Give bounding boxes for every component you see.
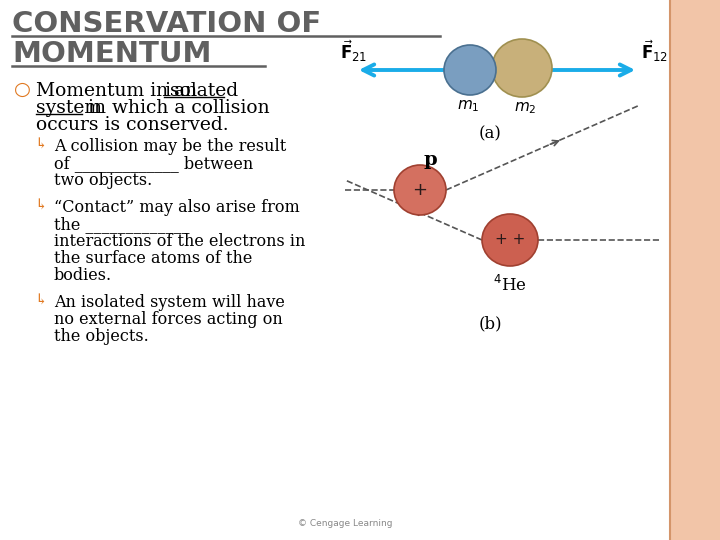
Text: $m_1$: $m_1$ xyxy=(456,98,480,114)
Text: MOMENTUM: MOMENTUM xyxy=(12,40,212,68)
Ellipse shape xyxy=(394,165,446,215)
Text: $\vec{\mathbf{F}}_{12}$: $\vec{\mathbf{F}}_{12}$ xyxy=(641,38,668,64)
Text: $m_2$: $m_2$ xyxy=(514,100,536,116)
Text: p: p xyxy=(423,151,437,169)
Text: no external forces acting on: no external forces acting on xyxy=(54,311,283,328)
Text: the _____________: the _____________ xyxy=(54,216,189,233)
Text: system: system xyxy=(36,99,102,117)
Text: ○: ○ xyxy=(14,80,31,99)
Text: two objects.: two objects. xyxy=(54,172,152,189)
Ellipse shape xyxy=(492,39,552,97)
Text: of _____________ between: of _____________ between xyxy=(54,155,253,172)
Text: ↳: ↳ xyxy=(34,138,47,152)
Text: + +: + + xyxy=(495,233,525,247)
Bar xyxy=(670,0,720,540)
Text: (a): (a) xyxy=(479,125,501,142)
Text: in which a collision: in which a collision xyxy=(82,99,269,117)
Text: Momentum in an: Momentum in an xyxy=(36,82,203,100)
Text: (b): (b) xyxy=(478,315,502,332)
Text: © Cengage Learning: © Cengage Learning xyxy=(298,519,392,528)
Text: occurs is conserved.: occurs is conserved. xyxy=(36,116,229,134)
Text: $\vec{\mathbf{F}}_{21}$: $\vec{\mathbf{F}}_{21}$ xyxy=(340,38,367,64)
Text: the surface atoms of the: the surface atoms of the xyxy=(54,250,253,267)
Ellipse shape xyxy=(482,214,538,266)
Text: $^4$He: $^4$He xyxy=(493,275,527,295)
Text: ↳: ↳ xyxy=(34,199,47,213)
Text: bodies.: bodies. xyxy=(54,267,112,284)
Text: interactions of the electrons in: interactions of the electrons in xyxy=(54,233,305,250)
Text: ↳: ↳ xyxy=(34,294,47,308)
Text: A collision may be the result: A collision may be the result xyxy=(54,138,287,155)
Text: isolated: isolated xyxy=(164,82,238,100)
Text: +: + xyxy=(413,181,428,199)
Text: CONSERVATION OF: CONSERVATION OF xyxy=(12,10,321,38)
Ellipse shape xyxy=(444,45,496,95)
Text: An isolated system will have: An isolated system will have xyxy=(54,294,285,311)
Text: the objects.: the objects. xyxy=(54,328,149,345)
Text: “Contact” may also arise from: “Contact” may also arise from xyxy=(54,199,300,216)
